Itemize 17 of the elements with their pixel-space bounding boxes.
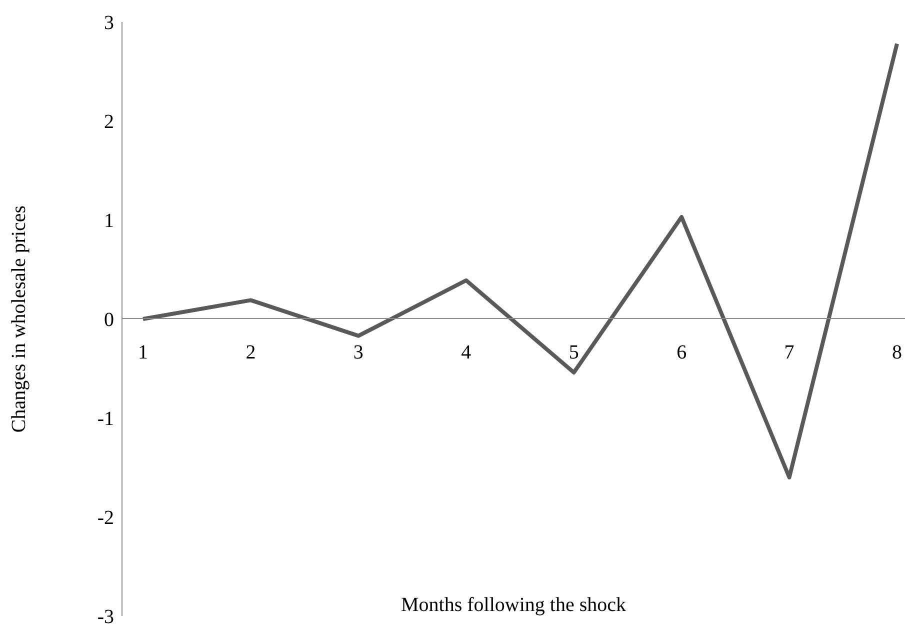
y-tick-label: -3	[97, 606, 114, 628]
x-tick-label: 4	[461, 342, 472, 364]
x-tick-label: 2	[246, 342, 256, 364]
x-tick-label: 7	[784, 342, 794, 364]
y-tick-label: 1	[104, 210, 114, 232]
x-axis-title: Months following the shock	[400, 594, 627, 617]
x-tick-label: 1	[138, 342, 148, 364]
x-tick-label: 6	[676, 342, 687, 364]
y-axis-title: Changes in wholesale prices	[8, 205, 30, 433]
y-tick-label: -1	[97, 408, 114, 430]
y-tick-label: 0	[104, 309, 114, 332]
x-tick-label: 8	[892, 342, 902, 364]
x-tick-label: 3	[353, 342, 364, 364]
y-tick-label: 3	[104, 12, 114, 34]
y-tick-label: -2	[97, 507, 114, 530]
x-tick-label: 5	[568, 342, 579, 364]
y-tick-label: 2	[104, 111, 114, 134]
